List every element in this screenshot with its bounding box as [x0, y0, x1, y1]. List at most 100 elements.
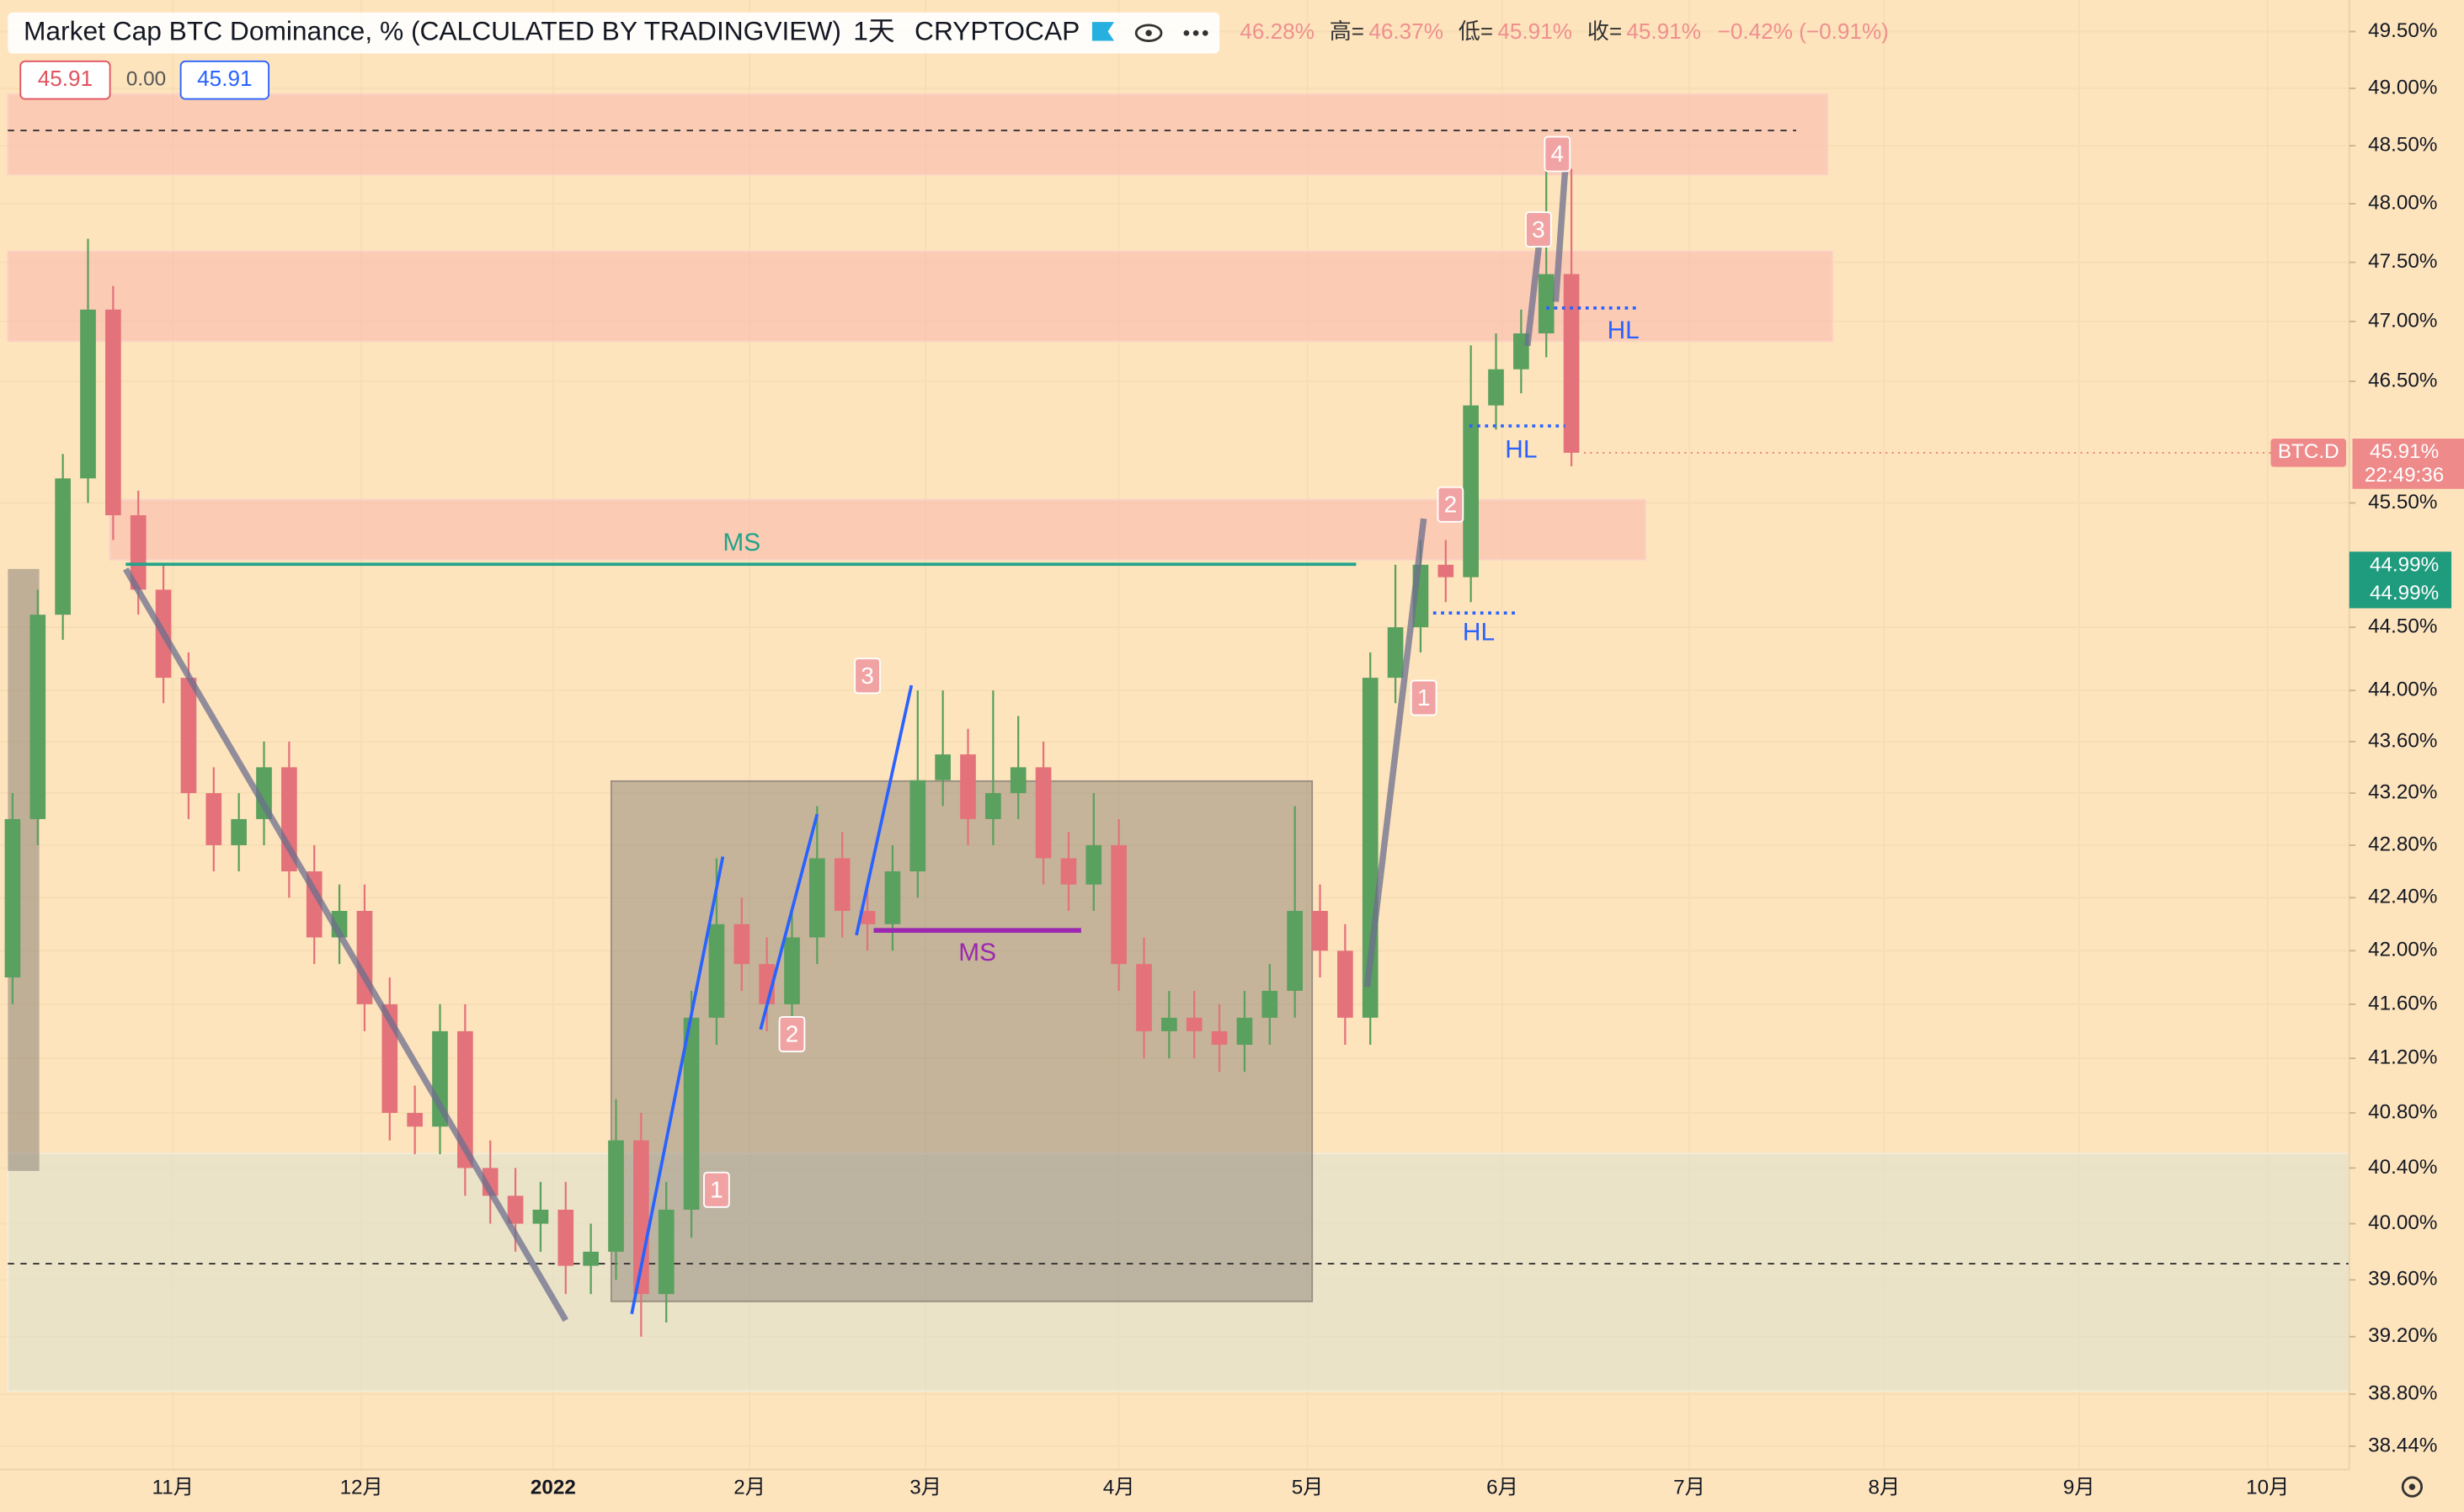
x-tick-label: 3月 — [909, 1476, 941, 1499]
y-tick-label: 38.80% — [2368, 1382, 2437, 1404]
symbol-title: Market Cap BTC Dominance, % (CALCULATED … — [24, 16, 841, 46]
x-tick-label: 8月 — [1869, 1476, 1901, 1499]
x-tick-label: 2022 — [531, 1476, 576, 1499]
level-tag-text: 44.99% — [2370, 554, 2439, 577]
ohlc-close: 45.91% — [1626, 19, 1701, 44]
candle-body — [633, 1140, 649, 1295]
candle-body — [1538, 274, 1555, 334]
wave-label: 1 — [710, 1177, 723, 1203]
impulse-line — [855, 684, 914, 936]
candle-body — [407, 1112, 423, 1127]
candle-body — [1136, 964, 1152, 1031]
annotations: MS MS HL HL HL 1 2 3 1 2 3 4 — [703, 136, 1640, 1208]
more-icon[interactable] — [1183, 29, 1208, 36]
interval[interactable]: 1天 — [853, 16, 894, 46]
structure-label: MS — [723, 529, 760, 556]
y-tick-label: 47.00% — [2368, 309, 2437, 332]
sell-button[interactable] — [19, 60, 111, 100]
y-tick-label: 47.50% — [2368, 250, 2437, 273]
visibility-icon[interactable] — [1134, 24, 1163, 42]
candle-body — [1186, 1017, 1203, 1031]
candle-body — [733, 924, 750, 965]
candle-body — [532, 1209, 549, 1224]
candle-body — [1563, 274, 1580, 453]
wave-label: 1 — [1417, 684, 1431, 711]
buy-price[interactable]: 45.91 — [197, 66, 252, 91]
candle-body — [105, 309, 121, 516]
y-tick-label: 42.80% — [2368, 833, 2437, 855]
sell-price[interactable]: 45.91 — [38, 66, 93, 91]
level-tag-text: 44.99% — [2370, 582, 2439, 604]
wave-label: 4 — [1550, 141, 1564, 167]
trend-line — [1363, 518, 1427, 988]
x-tick-label: 9月 — [2063, 1476, 2095, 1499]
candle-body — [1437, 564, 1454, 578]
candle-body — [1463, 405, 1479, 578]
structure-label: HL — [1463, 618, 1495, 646]
candle-body — [29, 615, 46, 819]
y-tick-label: 38.44% — [2368, 1434, 2437, 1456]
candle-body — [180, 678, 197, 794]
y-tick-label: 39.20% — [2368, 1324, 2437, 1347]
candle-body — [1387, 627, 1404, 679]
candle-body — [457, 1030, 473, 1169]
x-tick-label: 11月 — [152, 1476, 194, 1499]
candle-body — [1261, 990, 1278, 1018]
y-axis: 49.50% 49.00% 48.50% 48.00% 47.50% 47.00% 46.5… — [2349, 19, 2437, 1456]
structure-label: HL — [1608, 317, 1640, 344]
ohlc-high: 46.37% — [1368, 19, 1443, 44]
candle-body — [130, 515, 147, 590]
candle-body — [909, 780, 926, 872]
candle-body — [583, 1251, 599, 1266]
candle-body — [205, 793, 222, 845]
wave-label-box — [854, 658, 881, 695]
candle-body — [507, 1195, 524, 1224]
buy-button[interactable] — [179, 60, 270, 100]
candle-body — [658, 1209, 675, 1295]
candle-body — [683, 1017, 700, 1210]
candle-body — [1312, 911, 1328, 951]
level-tag — [2349, 551, 2452, 609]
impulse-line — [630, 856, 725, 1315]
ohlc-change: −0.42% (−0.91%) — [1718, 19, 1889, 44]
candle-body — [1337, 950, 1353, 1018]
supply-zone — [109, 498, 1646, 561]
candle-body — [608, 1140, 624, 1252]
ohlc-low: 45.91% — [1497, 19, 1572, 44]
candle-body — [1060, 858, 1077, 885]
candle-body — [935, 754, 951, 780]
candle-body — [1161, 1017, 1177, 1031]
trend-line — [1524, 235, 1544, 347]
candle-body — [834, 858, 851, 912]
countdown-text: 22:49:36 — [2365, 464, 2444, 487]
candle-body — [557, 1209, 574, 1266]
x-tick-label: 5月 — [1292, 1476, 1324, 1499]
candle-body — [1488, 369, 1504, 406]
y-tick-label: 40.80% — [2368, 1100, 2437, 1123]
y-tick-label: 43.60% — [2368, 729, 2437, 752]
y-tick-label: 46.50% — [2368, 369, 2437, 391]
x-tick-label: 12月 — [340, 1476, 383, 1499]
wave-label-box — [1544, 136, 1571, 173]
y-tick-label: 41.60% — [2368, 992, 2437, 1014]
settings-icon[interactable] — [2401, 1476, 2424, 1498]
candle-body — [1211, 1030, 1228, 1045]
impulse-line — [759, 813, 819, 1030]
candles — [4, 157, 1580, 1337]
last-price-tag — [2352, 438, 2464, 489]
y-tick-label: 49.00% — [2368, 76, 2437, 98]
x-tick-label: 10月 — [2246, 1476, 2289, 1499]
candle-body — [884, 871, 901, 924]
price-tags: BTC.D 45.91%22:49:36 44.99% 44.99% — [1584, 438, 2464, 609]
y-tick-label: 45.50% — [2368, 491, 2437, 514]
ohlc-high-label: 高= — [1330, 19, 1364, 44]
y-tick-label: 43.20% — [2368, 781, 2437, 804]
ohlc-open: 46.28% — [1240, 19, 1315, 44]
wave-label: 3 — [1532, 216, 1545, 242]
candle-body — [1010, 767, 1027, 794]
y-tick-label: 49.50% — [2368, 19, 2437, 42]
wave-label-box — [1525, 211, 1552, 248]
supply-zone — [7, 93, 1829, 176]
candle-body — [1085, 844, 1102, 885]
